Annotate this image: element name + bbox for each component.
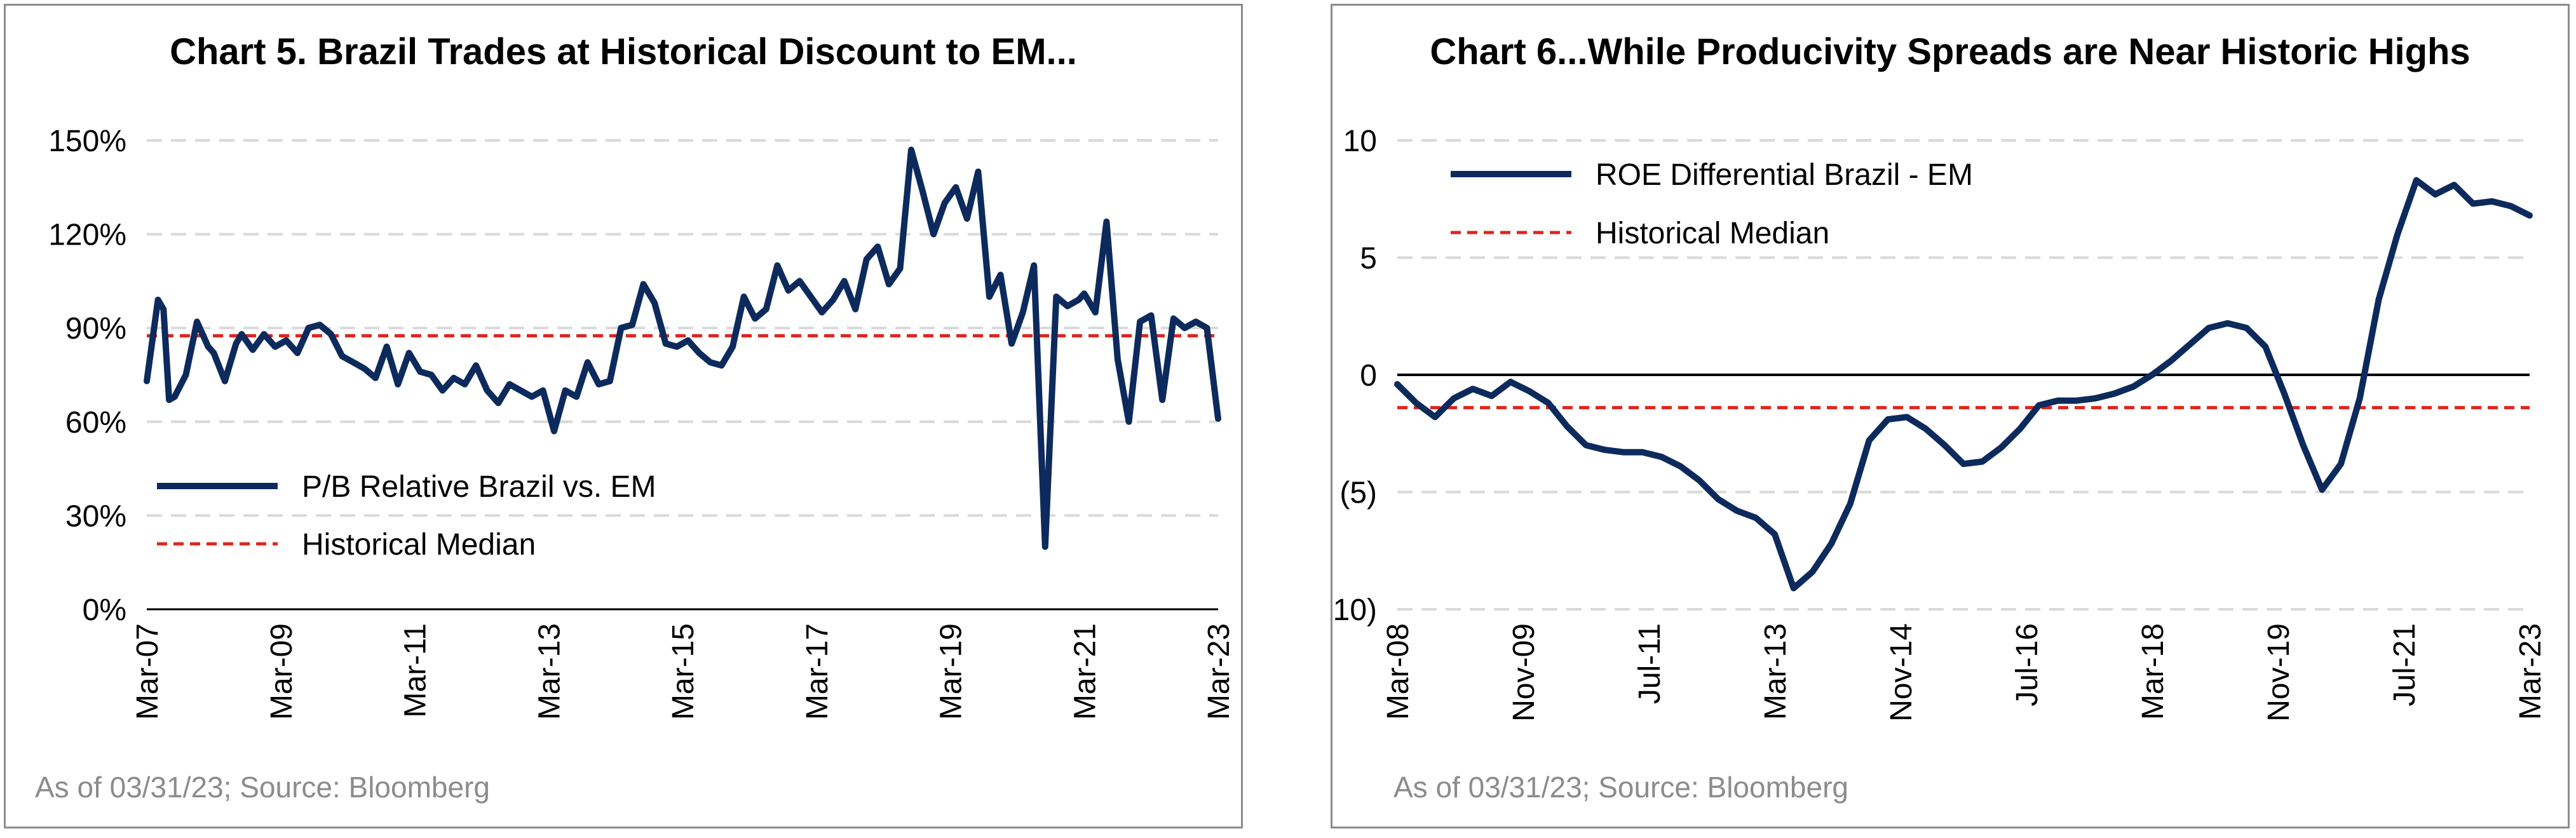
chart6-panel: Chart 6...While Producivity Spreads are … (1331, 4, 2570, 828)
chart6-svg: Chart 6...While Producivity Spreads are … (1332, 31, 2547, 804)
chart5-legend-median-label: Historical Median (302, 528, 536, 562)
c5-x-tick-label: Mar-19 (935, 623, 968, 720)
c5-y-tick-label: 150% (48, 125, 126, 158)
chart5-legend: P/B Relative Brazil vs. EM Historical Me… (157, 470, 656, 562)
chart6-legend-median-label: Historical Median (1596, 217, 1829, 250)
chart5-svg: Chart 5. Brazil Trades at Historical Dis… (35, 31, 1236, 804)
c5-series-line (144, 146, 1221, 550)
chart5-legend-series-label: P/B Relative Brazil vs. EM (302, 470, 656, 504)
c5-y-tick-label: 120% (48, 219, 126, 252)
c5-y-tick-label: 60% (65, 406, 126, 440)
c6-x-tick-label: Nov-19 (2262, 623, 2296, 722)
c6-x-tick-label: Jul-21 (2388, 623, 2422, 706)
c5-x-tick-label: Mar-21 (1068, 623, 1102, 720)
c6-y-tick-label: 5 (1360, 242, 1377, 276)
chart5-panel: Chart 5. Brazil Trades at Historical Dis… (4, 4, 1243, 828)
c6-x-tick-label: Mar-08 (1381, 623, 1415, 720)
c6-series-line (1394, 177, 2533, 591)
c6-y-tick-label: (5) (1339, 476, 1377, 510)
chart6-legend-series-label: ROE Differential Brazil - EM (1596, 158, 1973, 192)
chart5-title: Chart 5. Brazil Trades at Historical Dis… (170, 31, 1077, 72)
c6-y-tick-label: 10 (1343, 125, 1377, 158)
c6-y-tick-label: 0 (1360, 359, 1377, 393)
chart6-legend: ROE Differential Brazil - EM Historical … (1451, 158, 1973, 250)
c6-x-tick-label: Jul-11 (1633, 623, 1667, 704)
c6-x-tick-label: Mar-18 (2136, 623, 2170, 720)
c6-x-tick-label: Jul-16 (2010, 623, 2044, 706)
c5-x-tick-label: Mar-23 (1202, 623, 1236, 720)
c5-x-tick-label: Mar-13 (532, 623, 566, 720)
c6-x-tick-label: Mar-13 (1759, 623, 1793, 720)
chart5-source: As of 03/31/23; Source: Bloomberg (35, 771, 490, 804)
c5-y-tick-label: 90% (65, 312, 126, 346)
c6-x-tick-label: Nov-09 (1507, 623, 1541, 722)
c5-x-tick-label: Mar-09 (265, 623, 299, 720)
chart6-source: As of 03/31/23; Source: Bloomberg (1393, 771, 1848, 804)
c5-y-tick-label: 30% (65, 499, 126, 533)
c5-x-tick-label: Mar-11 (399, 623, 433, 717)
c5-x-tick-label: Mar-07 (131, 623, 165, 720)
c6-x-tick-label: Nov-14 (1885, 623, 1918, 722)
c5-x-tick-label: Mar-17 (801, 623, 834, 720)
c6-x-tick-label: Mar-23 (2514, 623, 2547, 720)
c5-x-tick-label: Mar-15 (667, 623, 700, 720)
chart6-title: Chart 6...While Producivity Spreads are … (1430, 31, 2470, 72)
c6-y-tick-label: (10) (1332, 593, 1377, 627)
c5-y-tick-label: 0% (83, 593, 126, 627)
